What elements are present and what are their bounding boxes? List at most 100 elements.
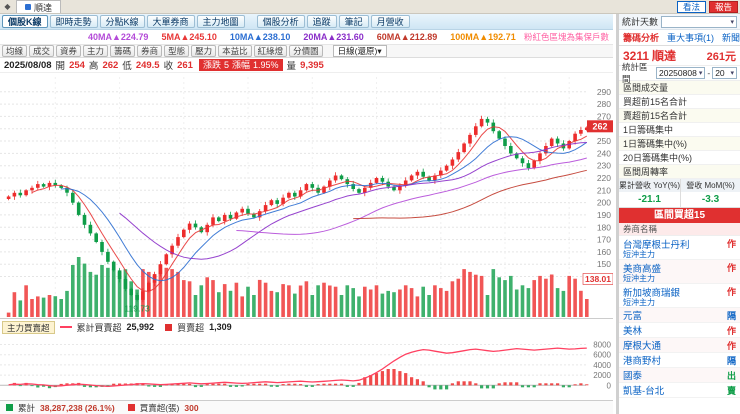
broker-name[interactable]: 美林 — [623, 326, 643, 337]
tool-button-6[interactable]: 券商 — [137, 45, 163, 57]
broker-row-2[interactable]: 美商高盛 作短沖主力 — [619, 260, 740, 284]
revenue-box: 累計營收 YoY(%) -21.1 營收 MoM(%) -3.3 — [619, 179, 740, 208]
menu-tab-3[interactable]: 分點K線 — [99, 15, 145, 28]
ma-item-5MA: 5MA▲245.10 — [161, 32, 217, 42]
broker-name[interactable]: 國泰 — [623, 371, 643, 382]
opinion-button[interactable]: 看法 — [676, 1, 706, 13]
broker-tag: 短沖主力 — [623, 249, 655, 259]
menu-tab-4[interactable]: 大單券商 — [146, 15, 195, 28]
menu-tab-1[interactable]: 個股K線 — [2, 15, 48, 28]
tool-button-10[interactable]: 紅綠燈 — [253, 45, 288, 57]
tool-button-3[interactable]: 資券 — [56, 45, 82, 57]
close-value: 261 — [177, 59, 193, 71]
subpanel-tab[interactable]: 主力買賣超 — [2, 320, 55, 334]
tool-button-1[interactable]: 均線 — [2, 45, 28, 57]
range-end-dropdown[interactable]: 20 — [712, 67, 737, 79]
broker-name[interactable]: 港商野村 — [623, 356, 662, 367]
menu-tab-5[interactable]: 主力地圖 — [196, 15, 245, 28]
window-tab[interactable]: 順達 — [16, 0, 62, 13]
menu-tab-2[interactable]: 即時走勢 — [49, 15, 98, 28]
broker-mark: 隔 — [726, 355, 736, 366]
high-label: 高 — [88, 61, 99, 72]
volume-label: 量 — [286, 61, 297, 72]
broker-name[interactable]: 凱基-台北 — [623, 386, 665, 397]
stat-label: 買超前15名合計 — [623, 97, 688, 107]
menu-tab-6[interactable]: 個股分析 — [256, 15, 305, 28]
broker-name[interactable]: 新加坡商瑞銀 — [623, 287, 681, 299]
subpanel-header: 主力買賣超 累計買賣超 25,992 買賣超 1,309 — [0, 319, 613, 335]
broker-row-9[interactable]: 凱基-台北 賣 — [619, 383, 740, 398]
sidebar-tabs: 籌碼分析 重大事項(1) 新聞 — [619, 30, 740, 46]
broker-name[interactable]: 元富 — [623, 311, 643, 322]
svg-text:240: 240 — [597, 148, 611, 158]
tool-button-2[interactable]: 成交 — [29, 45, 55, 57]
menu-tab-8[interactable]: 筆記 — [338, 15, 369, 28]
broker-row-6[interactable]: 摩根大通 作 — [619, 338, 740, 353]
stat-row-1: 區間成交量 — [619, 81, 740, 95]
broker-row-8[interactable]: 國泰 出 — [619, 368, 740, 383]
stat-label: 1日籌碼集中(%) — [623, 139, 688, 149]
svg-text:170: 170 — [597, 235, 611, 245]
ma-item-20MA: 20MA▲231.60 — [303, 32, 364, 42]
broker-mark: 出 — [726, 370, 736, 381]
corner-icon[interactable]: ◆ — [4, 2, 11, 11]
stock-price: 261元 — [706, 50, 736, 63]
main-chart[interactable]: 2902802702602502402302202102001901801701… — [0, 72, 614, 318]
svg-text:230: 230 — [597, 161, 611, 171]
open-label: 開 — [55, 61, 66, 72]
ma-legend: 40MA▲224.79 5MA▲245.10 10MA▲238.10 20MA▲231… — [4, 32, 516, 42]
broker-name[interactable]: 台灣摩根士丹利 — [623, 239, 690, 251]
netbuy-bar-swatch — [165, 323, 173, 331]
report-button[interactable]: 報告 — [708, 1, 738, 13]
tool-button-11[interactable]: 分價圖 — [289, 45, 323, 57]
sidebar-tab-3[interactable]: 新聞 — [722, 33, 740, 43]
broker-row-5[interactable]: 美林 作 — [619, 323, 740, 338]
broker-mark: 作 — [726, 325, 736, 336]
tool-button-8[interactable]: 壓力 — [191, 45, 217, 57]
stock-summary-row: 3211 順達 261元 — [619, 46, 740, 66]
cumulative-line-swatch — [59, 326, 72, 328]
ma-legend-row: 40MA▲224.79 5MA▲245.10 10MA▲238.10 20MA▲231… — [0, 30, 613, 44]
stat-label: 賣超前15名合計 — [623, 111, 688, 121]
menu-tab-7[interactable]: 追蹤 — [306, 15, 337, 28]
broker-name[interactable]: 美商高盛 — [623, 263, 662, 275]
tool-button-4[interactable]: 主力 — [83, 45, 109, 57]
menu-tab-9[interactable]: 月營收 — [370, 15, 410, 28]
broker-mark: 作 — [726, 239, 736, 249]
stock-tab-icon — [25, 4, 31, 10]
broker-table-header: 券商名稱 — [619, 223, 740, 236]
stat-days-dropdown[interactable] — [661, 15, 737, 28]
svg-text:138.01: 138.01 — [585, 274, 611, 284]
broker-row-4[interactable]: 元富 隔 — [619, 308, 740, 323]
broker-row-3[interactable]: 新加坡商瑞銀 作短沖主力 — [619, 284, 740, 308]
svg-text:270: 270 — [597, 111, 611, 121]
broker-row-1[interactable]: 台灣摩根士丹利 作短沖主力 — [619, 236, 740, 260]
menu-bar: 個股K線 即時走勢 分點K線 大單券商 主力地圖 個股分析 追蹤 筆記 月營收 — [0, 14, 613, 30]
high-value: 262 — [102, 59, 119, 71]
chart-column: 個股K線 即時走勢 分點K線 大單券商 主力地圖 個股分析 追蹤 筆記 月營收 40MA▲224… — [0, 14, 614, 414]
tool-button-7[interactable]: 型態 — [164, 45, 190, 57]
change-label: 漲跌 — [202, 60, 221, 70]
sidebar-tab-1[interactable]: 籌碼分析 — [623, 33, 660, 43]
legend1-label: 累計買賣超 — [76, 322, 122, 333]
stat-label: 區間周轉率 — [623, 167, 669, 177]
svg-text:280: 280 — [597, 99, 611, 109]
ma-item-40MA: 40MA▲224.79 — [88, 32, 149, 42]
stat-range-label: 統計區間 — [622, 62, 648, 84]
period-dropdown[interactable]: 日線(還原)▾ — [332, 45, 387, 57]
svg-text:200: 200 — [597, 198, 611, 208]
range-start-dropdown[interactable]: 20250808 — [656, 67, 706, 79]
tool-button-9[interactable]: 本益比 — [218, 45, 252, 57]
revenue-yoy-label: 累計營收 YoY(%) — [619, 179, 681, 192]
revenue-mom-label: 營收 MoM(%) — [681, 179, 740, 192]
broker-row-7[interactable]: 港商野村 隔 — [619, 353, 740, 368]
svg-text:0: 0 — [607, 381, 612, 390]
broker-name[interactable]: 摩根大通 — [623, 341, 662, 352]
ma-item-10MA: 10MA▲238.10 — [229, 32, 291, 42]
tool-button-5[interactable]: 籌碼 — [110, 45, 136, 57]
sub-chart[interactable]: 8000 6000 4000 2000 0 — [0, 335, 613, 401]
sidebar-tab-2[interactable]: 重大事項(1) — [667, 33, 715, 43]
low-value: 249.5 — [135, 59, 160, 71]
